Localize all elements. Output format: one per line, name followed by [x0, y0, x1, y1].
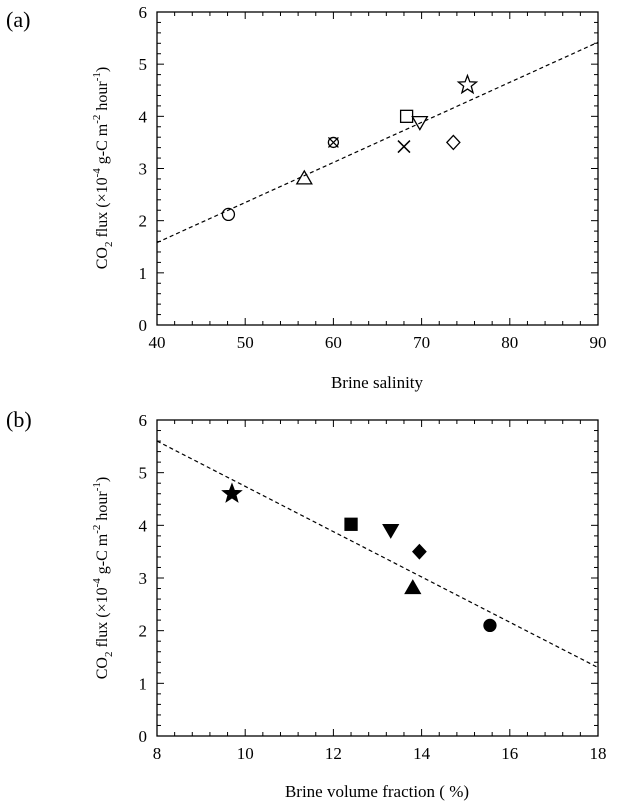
y-tick-label: 0: [139, 316, 148, 335]
data-point-x: [397, 140, 411, 154]
y-tick-label: 1: [139, 264, 148, 283]
x-tick-label: 60: [325, 333, 342, 352]
x-tick-label: 80: [501, 333, 518, 352]
fit-line: [156, 440, 599, 669]
data-point-triangle-up: [295, 169, 313, 185]
y-tick-label: 6: [139, 3, 148, 22]
y-tick-label: 0: [139, 727, 148, 746]
x-tick-label: 12: [325, 744, 342, 763]
panel-label-b: (b): [6, 407, 32, 432]
x-tick-label: 18: [590, 744, 607, 763]
x-tick-label: 50: [237, 333, 254, 352]
y-ticks-b: 0 1 2 3 4 5 6: [139, 411, 598, 746]
data-point-square: [344, 517, 358, 531]
x-tick-label: 16: [501, 744, 518, 763]
y-tick-label: 3: [139, 160, 148, 179]
panel-label-a: (a): [6, 7, 30, 32]
data-point-star: [456, 73, 479, 95]
fit-line-b: [156, 440, 599, 669]
x-tick-label: 14: [413, 744, 431, 763]
x-tick-label: 40: [149, 333, 166, 352]
data-point-circle: [483, 618, 497, 633]
markers-a: [221, 73, 479, 222]
x-axis-label-a: Brine salinity: [331, 373, 424, 392]
y-tick-label: 1: [139, 674, 148, 693]
y-axis-label-b: CO2 flux (×10-4 g-C m-2 hour-1): [91, 477, 115, 680]
y-tick-label: 5: [139, 464, 148, 483]
x-tick-label: 90: [590, 333, 607, 352]
data-point-circle: [221, 207, 236, 222]
data-point-star: [221, 482, 243, 503]
y-tick-label: 4: [139, 516, 148, 535]
markers-b: [221, 482, 497, 633]
data-point-square: [399, 109, 414, 123]
data-point-diamond: [412, 543, 427, 560]
data-point-circle-x: [327, 136, 340, 149]
plot-frame-b: [156, 419, 599, 737]
x-ticks-a: 40 50 60 70 80 90: [149, 12, 607, 352]
x-tick-label: 10: [237, 744, 254, 763]
y-tick-label: 2: [139, 622, 148, 641]
y-ticks-a: 0 1 2 3 4 5 6: [139, 3, 598, 335]
data-point-triangle-down: [411, 115, 429, 131]
x-tick-label: 70: [413, 333, 430, 352]
y-tick-label: 6: [139, 411, 148, 430]
y-tick-label: 5: [139, 55, 148, 74]
y-tick-label: 3: [139, 569, 148, 588]
plot-frame-a: [156, 11, 599, 326]
x-axis-label-b: Brine volume fraction ( %): [285, 782, 469, 801]
y-tick-label: 4: [139, 107, 148, 126]
x-ticks-b: 8 10 12 14 16 18: [153, 420, 607, 763]
data-point-diamond: [445, 134, 461, 151]
data-point-triangle-down: [382, 523, 400, 539]
x-tick-label: 8: [153, 744, 162, 763]
y-axis-label-a: CO2 flux (×10-4 g-C m-2 hour-1): [91, 67, 115, 270]
data-point-triangle-up: [404, 579, 422, 595]
y-tick-label: 2: [139, 212, 148, 231]
